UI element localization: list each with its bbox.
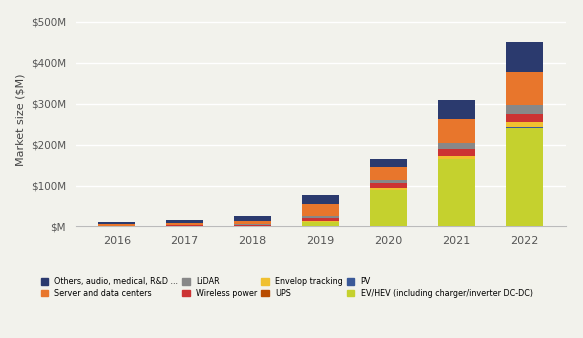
Y-axis label: Market size ($M): Market size ($M) xyxy=(15,74,26,166)
Bar xyxy=(98,222,135,224)
Bar xyxy=(438,143,475,149)
Bar xyxy=(506,122,543,126)
Bar xyxy=(234,220,271,224)
Bar xyxy=(506,126,543,127)
Bar xyxy=(166,225,203,226)
Bar xyxy=(370,159,408,167)
Bar xyxy=(438,159,475,226)
Bar xyxy=(302,195,339,204)
Bar xyxy=(302,221,339,222)
Bar xyxy=(506,114,543,122)
Bar xyxy=(506,105,543,114)
Bar xyxy=(370,184,408,188)
Bar xyxy=(98,224,135,226)
Bar xyxy=(438,99,475,119)
Bar xyxy=(370,188,408,190)
Bar xyxy=(506,42,543,72)
Bar xyxy=(438,119,475,143)
Bar xyxy=(234,216,271,220)
Bar xyxy=(234,225,271,226)
Bar xyxy=(302,216,339,218)
Bar xyxy=(506,128,543,226)
Legend: Others, audio, medical, R&D ..., Server and data centers, LiDAR, Wireless power,: Others, audio, medical, R&D ..., Server … xyxy=(41,277,532,298)
Bar xyxy=(302,204,339,216)
Bar xyxy=(438,149,475,155)
Bar xyxy=(506,72,543,105)
Bar xyxy=(370,180,408,184)
Bar xyxy=(234,224,271,225)
Bar xyxy=(302,222,339,226)
Bar xyxy=(166,223,203,225)
Bar xyxy=(370,167,408,180)
Bar xyxy=(166,220,203,223)
Bar xyxy=(302,218,339,221)
Bar xyxy=(438,155,475,159)
Bar xyxy=(506,127,543,128)
Bar xyxy=(370,190,408,226)
